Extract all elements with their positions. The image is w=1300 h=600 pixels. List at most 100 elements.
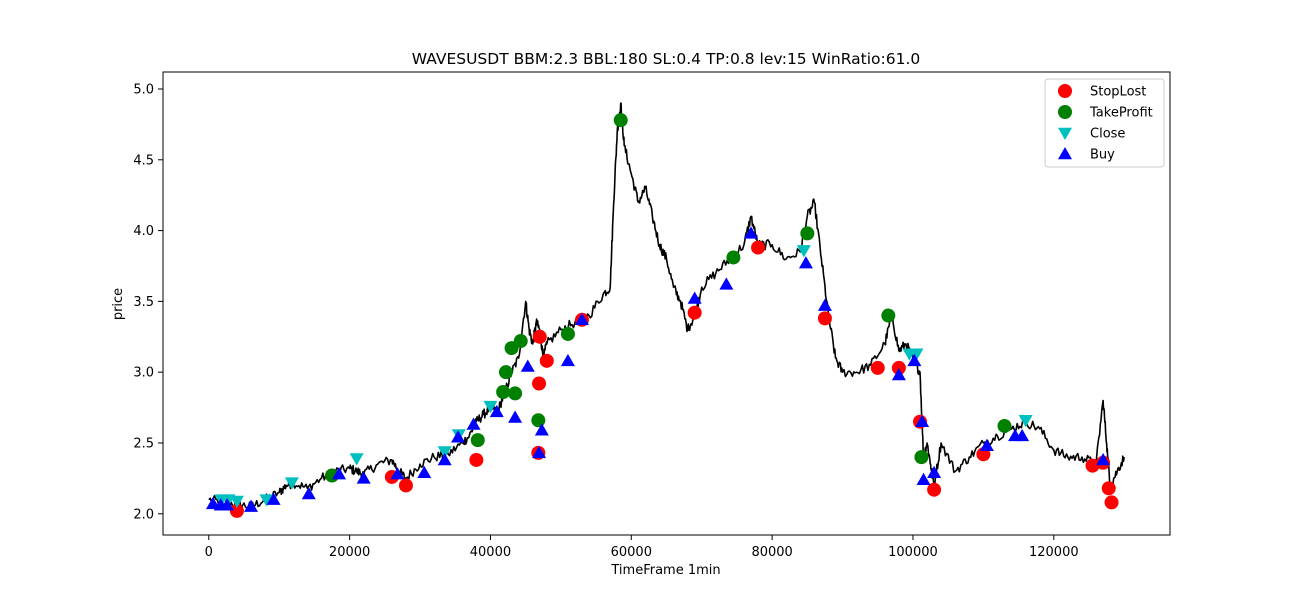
buy-marker (907, 353, 922, 367)
legend-item-takeprofit: TakeProfit (1058, 105, 1153, 121)
stoplost-marker (229, 503, 244, 518)
takeprofit-marker (997, 418, 1012, 433)
buy-marker (266, 492, 281, 505)
buy-marker (574, 312, 589, 326)
legend-marker-buy (1058, 147, 1072, 160)
buy-marker (979, 438, 994, 452)
price-line (208, 102, 1125, 510)
takeprofit-marker (560, 326, 575, 341)
close-marker (1018, 415, 1033, 428)
buy-marker (891, 368, 906, 381)
buy-marker (1096, 452, 1111, 466)
y-tick-label: 2.5 (133, 436, 154, 451)
stoplost-marker (817, 311, 832, 326)
stoplost-marker (751, 240, 766, 255)
buy-marker (220, 498, 235, 511)
buy-marker (532, 445, 547, 459)
buy-marker (1015, 428, 1030, 442)
y-tick-label: 3.5 (133, 295, 154, 310)
buy-marker (301, 486, 316, 500)
buy-marker (719, 277, 734, 290)
x-axis-title: TimeFrame 1min (610, 563, 720, 578)
stoplost-marker (1104, 495, 1119, 510)
series-stoplost (229, 240, 1119, 518)
stoplost-marker (1085, 458, 1100, 473)
close-marker (284, 477, 299, 490)
buy-marker (508, 410, 523, 423)
buy-marker (560, 353, 575, 367)
buy-marker (817, 298, 832, 311)
close-marker (349, 453, 364, 466)
takeprofit-marker (881, 308, 896, 323)
buy-marker (451, 430, 466, 443)
takeprofit-marker (513, 334, 528, 349)
close-marker (909, 348, 924, 361)
buy-marker (489, 404, 504, 418)
takeprofit-marker (498, 365, 513, 380)
y-tick-label: 2.0 (133, 507, 154, 522)
legend-item-buy: Buy (1058, 147, 1115, 163)
close-marker (229, 495, 244, 509)
stoplost-marker (687, 305, 702, 320)
y-axis-title: price (111, 288, 126, 320)
y-tick-label: 3.0 (133, 366, 154, 381)
buy-marker (798, 256, 813, 269)
close-marker (437, 446, 452, 459)
stoplost-marker (870, 360, 885, 375)
x-tick-label: 100000 (888, 545, 938, 560)
buy-marker (744, 226, 759, 239)
close-marker (483, 400, 498, 414)
x-axis: 0 20000 40000 60000 80000 100000 120000 (205, 535, 1079, 560)
buy-marker (687, 291, 702, 304)
buy-marker (332, 467, 347, 480)
legend-marker-close (1058, 127, 1072, 140)
stoplost-marker (469, 452, 484, 467)
buy-marker (390, 467, 405, 480)
buy-marker (466, 417, 481, 430)
stoplost-marker (1101, 481, 1116, 496)
legend-label: StopLost (1090, 85, 1146, 100)
stoplost-marker (532, 329, 547, 344)
legend-marker-takeprofit (1058, 105, 1072, 119)
legend-marker-stoplost (1058, 84, 1072, 98)
takeprofit-marker (914, 450, 929, 465)
stoplost-marker (532, 376, 547, 391)
legend-box (1044, 78, 1165, 168)
legend-item-close: Close (1058, 127, 1125, 142)
legend-label: Close (1090, 127, 1125, 142)
legend-item-stoplost: StopLost (1058, 84, 1146, 100)
close-marker (259, 494, 274, 507)
takeprofit-marker (496, 384, 511, 399)
takeprofit-marker (613, 113, 628, 128)
y-tick-label: 5.0 (133, 82, 154, 97)
y-tick-label: 4.5 (133, 153, 154, 168)
takeprofit-marker (508, 386, 523, 401)
legend-label: Buy (1090, 148, 1115, 163)
y-axis: 2.0 2.5 3.0 3.5 4.0 4.5 5.0 (133, 82, 163, 522)
y-tick-label: 4.0 (133, 224, 154, 239)
stoplost-marker (891, 360, 906, 375)
legend-label: TakeProfit (1089, 106, 1153, 121)
buy-marker (915, 414, 930, 427)
series-takeprofit (325, 113, 1012, 483)
series-buy (205, 226, 1111, 512)
x-tick-label: 0 (205, 545, 213, 560)
x-tick-label: 120000 (1029, 545, 1079, 560)
stoplost-marker (398, 478, 413, 493)
takeprofit-marker (726, 250, 741, 265)
close-marker (796, 245, 811, 258)
buy-marker (520, 359, 535, 372)
chart-title: WAVESUSDT BBM:2.3 BBL:180 SL:0.4 TP:0.8 … (412, 50, 921, 68)
legend: StopLost TakeProfit Close Buy (1044, 78, 1165, 168)
buy-marker (356, 471, 371, 484)
buy-marker (534, 423, 549, 436)
takeprofit-marker (531, 413, 546, 428)
buy-marker (417, 465, 432, 478)
takeprofit-marker (800, 226, 815, 241)
plot-frame (162, 71, 1171, 536)
x-tick-label: 60000 (611, 545, 652, 560)
buy-marker (437, 452, 452, 466)
x-tick-label: 20000 (329, 545, 370, 560)
stoplost-marker (927, 482, 942, 497)
x-tick-label: 80000 (751, 545, 792, 560)
